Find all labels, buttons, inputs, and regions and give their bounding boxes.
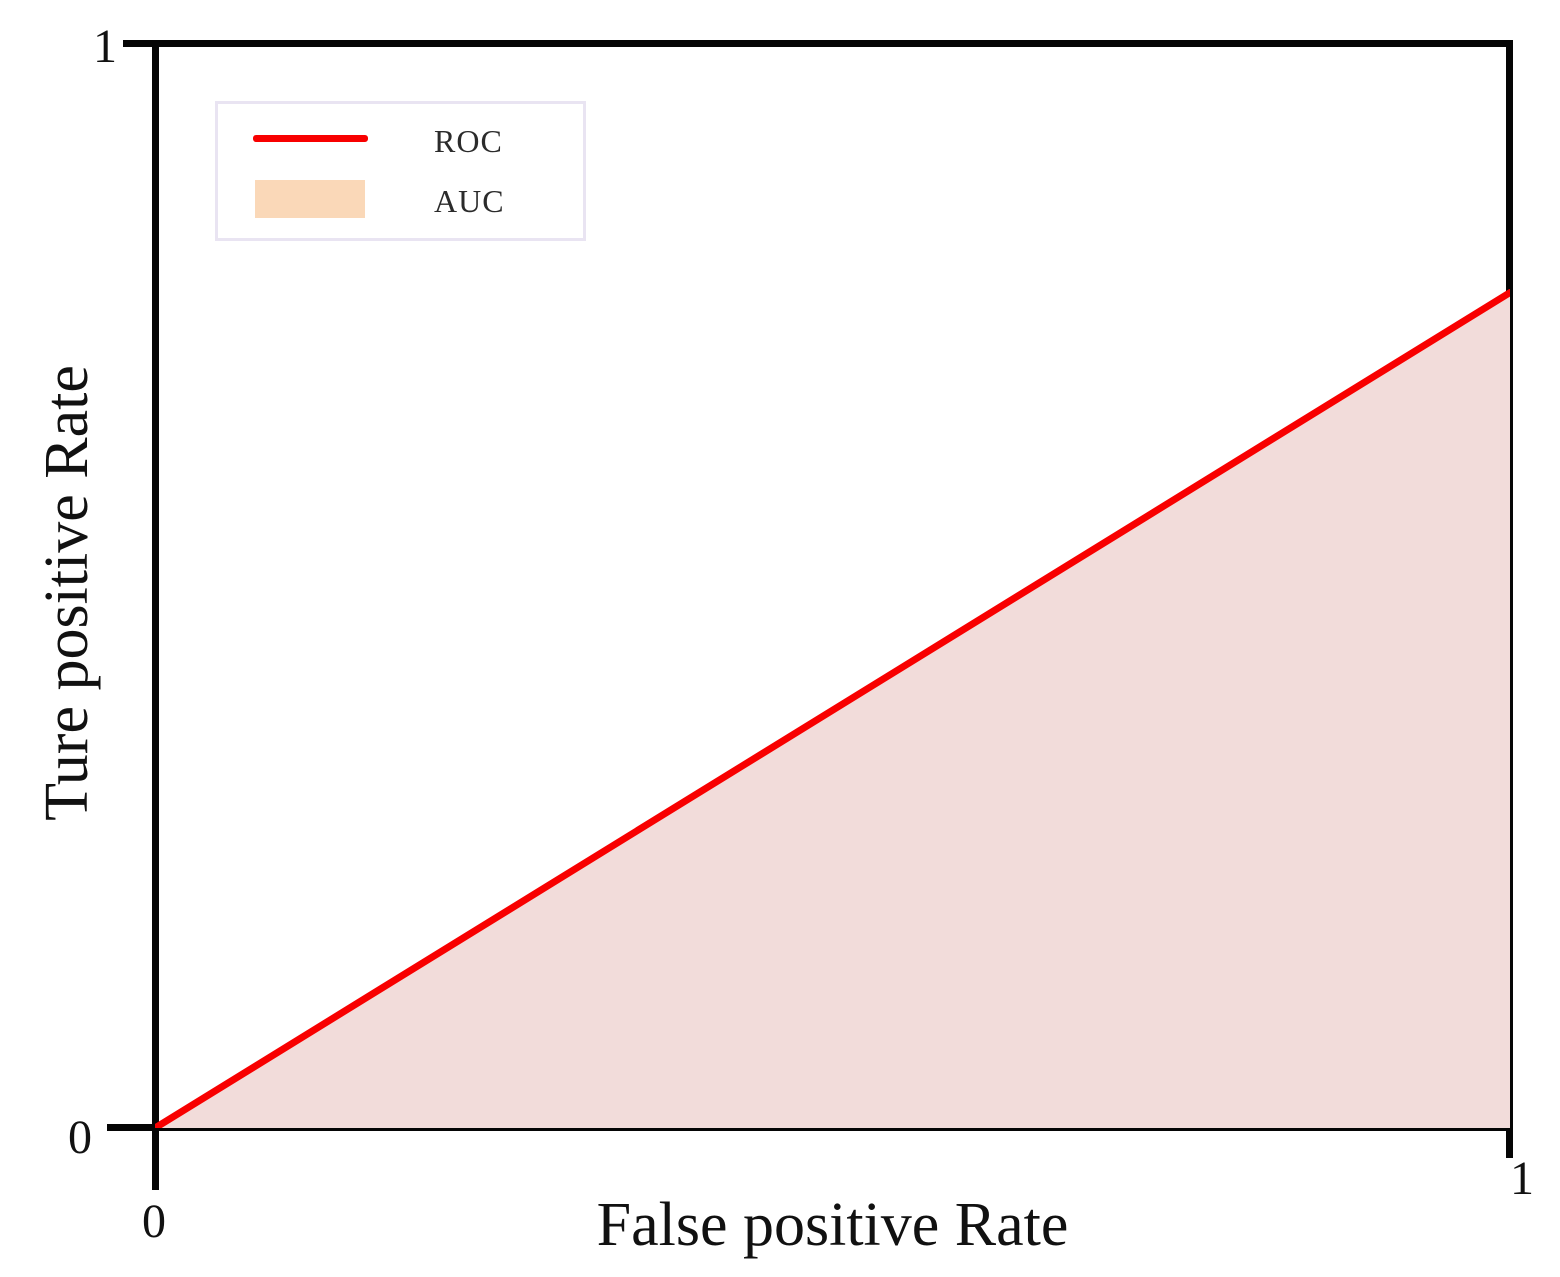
- y-tick-label-0: 0: [68, 1111, 92, 1164]
- y-axis-title: Ture positive Rate: [33, 365, 101, 821]
- plot-top-spine: [123, 40, 1513, 47]
- roc-line-swatch: [253, 135, 368, 142]
- roc-line: [155, 289, 1510, 1128]
- x-axis-title: False positive Rate: [596, 1191, 1069, 1259]
- plot-svg: [155, 289, 1510, 1128]
- legend-label-roc: ROC: [434, 123, 503, 159]
- auc-area-swatch: [255, 180, 365, 218]
- x-tick-label-1: 1: [1510, 1152, 1534, 1205]
- legend: ROC AUC: [215, 101, 586, 241]
- y-axis-line: [152, 40, 159, 1190]
- y-tick-label-1: 1: [93, 20, 117, 73]
- x-tick-label-0: 0: [142, 1195, 166, 1248]
- legend-label-auc: AUC: [434, 183, 505, 219]
